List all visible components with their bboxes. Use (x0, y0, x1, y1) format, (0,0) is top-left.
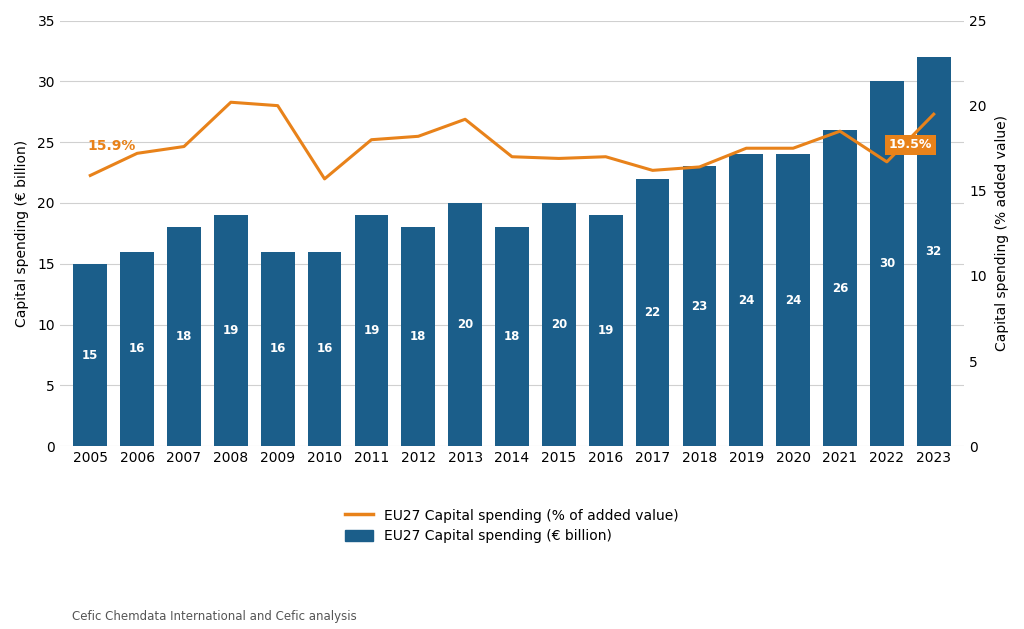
Text: 23: 23 (691, 300, 708, 313)
Text: 19: 19 (598, 324, 614, 337)
Bar (729, 154, 763, 446)
Text: 22: 22 (644, 306, 660, 319)
Bar (167, 227, 201, 446)
Y-axis label: Capital spending (% added value): Capital spending (% added value) (995, 115, 1009, 352)
Text: Cefic Chemdata International and Cefic analysis: Cefic Chemdata International and Cefic a… (72, 610, 356, 623)
Text: 15.9%: 15.9% (88, 140, 136, 153)
Bar (542, 203, 575, 446)
Bar (823, 130, 857, 446)
Text: 18: 18 (504, 330, 520, 343)
Bar (870, 81, 904, 446)
Bar (354, 215, 388, 446)
Bar (120, 252, 154, 446)
Bar (916, 57, 950, 446)
Bar (683, 167, 717, 446)
Text: 19: 19 (222, 324, 239, 337)
Y-axis label: Capital spending (€ billion): Capital spending (€ billion) (15, 140, 29, 327)
Text: 26: 26 (831, 282, 848, 294)
Bar (589, 215, 623, 446)
Bar (261, 252, 295, 446)
Text: 18: 18 (176, 330, 193, 343)
Text: 19: 19 (364, 324, 380, 337)
Text: 20: 20 (551, 318, 567, 331)
Bar (776, 154, 810, 446)
Bar (307, 252, 341, 446)
Text: 30: 30 (879, 257, 895, 270)
Text: 24: 24 (738, 294, 755, 307)
Text: 24: 24 (785, 294, 802, 307)
Text: 18: 18 (410, 330, 426, 343)
Text: 16: 16 (129, 342, 145, 355)
Bar (496, 227, 528, 446)
Text: 15: 15 (82, 348, 98, 362)
Bar (449, 203, 482, 446)
Text: 20: 20 (457, 318, 473, 331)
Bar (401, 227, 435, 446)
Text: 16: 16 (269, 342, 286, 355)
Bar (74, 264, 108, 446)
Text: 32: 32 (926, 245, 942, 258)
Bar (214, 215, 248, 446)
Bar (636, 179, 670, 446)
Text: 19.5%: 19.5% (889, 138, 932, 152)
Text: 16: 16 (316, 342, 333, 355)
Legend: EU27 Capital spending (% of added value), EU27 Capital spending (€ billion): EU27 Capital spending (% of added value)… (345, 508, 679, 543)
